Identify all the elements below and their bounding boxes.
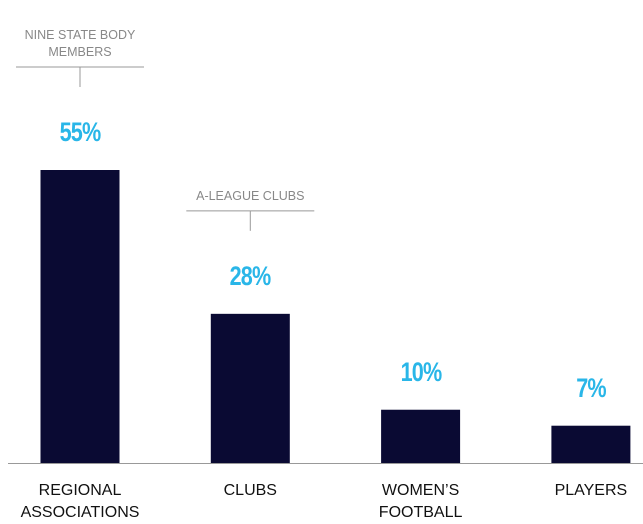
value-label: 10% <box>400 356 442 387</box>
x-tick-label: WOMEN’S FOOTBALL <box>378 482 463 521</box>
bar <box>381 409 461 463</box>
value-label: 55% <box>59 117 102 147</box>
bar <box>210 313 290 463</box>
x-tick-label: PLAYERS <box>554 482 628 499</box>
value-label: 7% <box>576 372 606 403</box>
annotation: A-LEAGUE CLUBS <box>196 188 305 203</box>
bar <box>551 425 631 463</box>
bar <box>40 170 120 463</box>
x-tick-label: REGIONAL ASSOCIATIONS <box>20 482 140 521</box>
value-label: 28% <box>229 260 272 291</box>
annotation: NINE STATE BODY MEMBERS <box>24 28 136 59</box>
x-tick-label: CLUBS <box>223 482 277 499</box>
